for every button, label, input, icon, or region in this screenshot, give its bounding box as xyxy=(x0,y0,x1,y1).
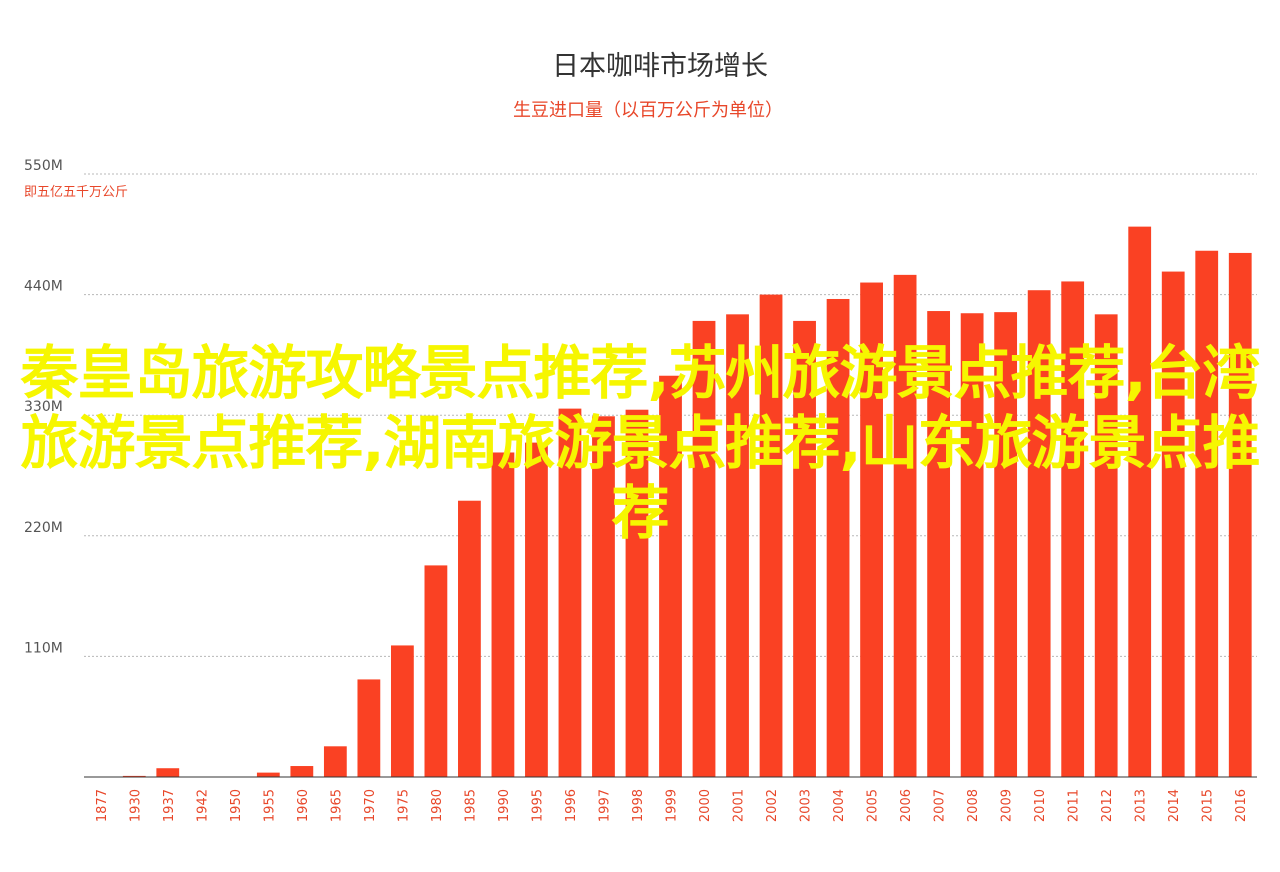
bar-1999 xyxy=(659,375,682,777)
x-tick-label: 2008 xyxy=(966,789,981,822)
x-tick-label: 1997 xyxy=(597,789,612,822)
x-tick-label: 2001 xyxy=(732,789,747,822)
bar-1997 xyxy=(592,416,615,777)
x-tick-label: 2014 xyxy=(1167,789,1182,822)
x-tick-label: 2016 xyxy=(1234,789,1249,822)
x-tick-label: 2010 xyxy=(1033,789,1048,822)
bar-1937 xyxy=(156,768,180,777)
bar-2012 xyxy=(1094,314,1118,777)
x-tick-label: 1975 xyxy=(396,789,411,822)
x-tick-label: 1950 xyxy=(229,789,244,822)
x-tick-label: 1990 xyxy=(497,789,512,822)
bar-1970 xyxy=(357,679,381,777)
bar-1990 xyxy=(491,452,515,777)
x-tick-label: 1877 xyxy=(95,789,110,822)
x-tick-label: 2013 xyxy=(1134,789,1149,822)
bar-2013 xyxy=(1128,226,1152,777)
x-tick-label: 2003 xyxy=(799,789,814,822)
x-tick-label: 2012 xyxy=(1100,789,1115,822)
bar-2008 xyxy=(960,313,984,777)
x-tick-label: 1999 xyxy=(665,789,680,822)
x-tick-label: 1998 xyxy=(631,789,646,822)
y-tick-label: 330M xyxy=(24,399,63,415)
x-tick-label: 1942 xyxy=(195,789,210,822)
x-tick-label: 2000 xyxy=(698,789,713,822)
y-axis-note: 即五亿五千万公斤 xyxy=(24,185,128,200)
bar-2007 xyxy=(927,311,951,777)
x-tick-label: 1960 xyxy=(296,789,311,822)
x-tick-label: 1995 xyxy=(530,789,545,822)
x-tick-label: 2007 xyxy=(933,789,948,822)
overlay-banner-text: 秦皇岛旅游攻略景点推荐,苏州旅游景点推荐,台湾旅游景点推荐,湖南旅游景点推荐,山… xyxy=(20,339,1260,547)
x-tick-label: 2009 xyxy=(1000,789,1015,822)
y-tick-label: 220M xyxy=(24,520,63,536)
bar-2004 xyxy=(826,298,850,777)
bar-1985 xyxy=(458,500,481,777)
x-axis-ticks: 1877 1930 1937 1942 1950 1955 1960 1965 1970 1975… xyxy=(95,789,1249,822)
x-tick-label: 1937 xyxy=(162,789,177,822)
x-tick-label: 1996 xyxy=(564,789,579,822)
bar-2001 xyxy=(726,314,749,777)
bar-2014 xyxy=(1161,271,1185,777)
y-tick-label: 550M xyxy=(24,158,63,174)
bar-2006 xyxy=(893,274,917,777)
x-tick-label: 1985 xyxy=(463,789,478,822)
bar-1998 xyxy=(625,409,649,777)
chart-subtitle: 生豆进口量（以百万公斤为单位） xyxy=(513,100,783,121)
x-tick-label: 1955 xyxy=(262,789,277,822)
x-tick-label: 2015 xyxy=(1201,789,1216,822)
bars xyxy=(122,226,1252,778)
bar-2016 xyxy=(1228,252,1252,778)
x-tick-label: 1970 xyxy=(363,789,378,822)
x-tick-label: 1965 xyxy=(329,789,344,822)
chart-title: 日本咖啡市场增长 xyxy=(552,51,768,82)
x-tick-label: 2005 xyxy=(866,789,881,822)
bar-1995 xyxy=(525,442,548,777)
bar-2003 xyxy=(793,320,816,777)
x-tick-label: 2004 xyxy=(832,789,847,822)
bar-2011 xyxy=(1061,281,1085,777)
x-tick-label: 2002 xyxy=(765,789,780,822)
bar-1980 xyxy=(424,565,448,777)
bar-1965 xyxy=(323,746,347,777)
x-tick-label: 1930 xyxy=(128,789,143,822)
x-tick-label: 2011 xyxy=(1067,789,1082,822)
y-tick-label: 110M xyxy=(24,640,63,656)
bar-2002 xyxy=(759,294,783,777)
x-tick-label: 2006 xyxy=(899,789,914,822)
bar-2010 xyxy=(1027,290,1051,777)
bar-1996 xyxy=(558,408,582,777)
bar-2009 xyxy=(994,312,1018,777)
bar-2000 xyxy=(692,320,716,777)
bar-1955 xyxy=(256,772,280,777)
y-axis-ticks: 110M 220M 330M 440M 550M xyxy=(24,158,63,656)
y-tick-label: 440M xyxy=(24,279,63,295)
bar-2005 xyxy=(860,282,883,777)
bar-1975 xyxy=(390,645,414,777)
bar-2015 xyxy=(1195,250,1219,777)
bar-1930 xyxy=(122,775,146,777)
x-tick-label: 1980 xyxy=(430,789,445,822)
bar-1960 xyxy=(290,766,314,777)
